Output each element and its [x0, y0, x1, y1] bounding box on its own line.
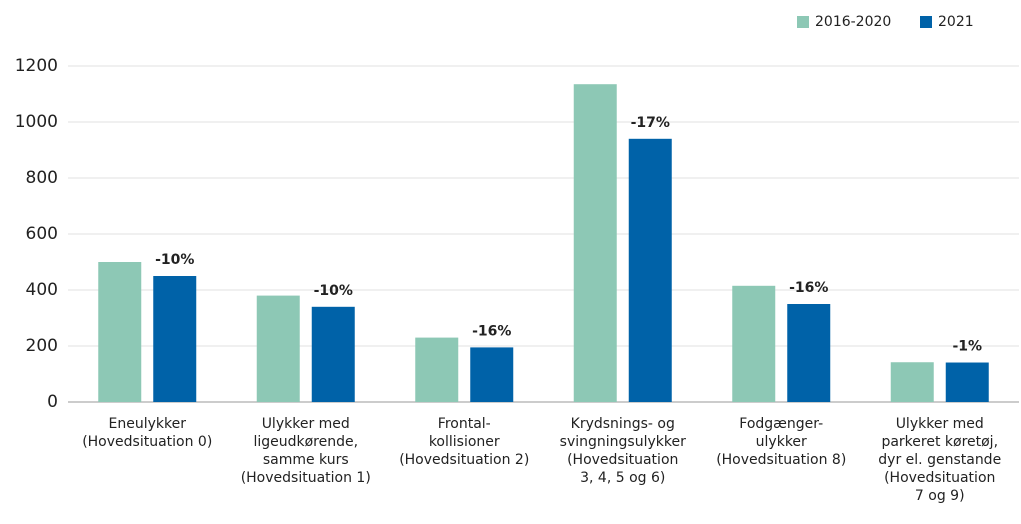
value-label: -10% [314, 283, 353, 299]
bar [890, 362, 934, 402]
x-tick-label: (Hovedsituation 1) [241, 470, 371, 486]
x-tick-label: (Hovedsituation [884, 470, 995, 486]
x-tick-label: (Hovedsituation [567, 452, 678, 468]
legend-label: 2016-2020 [815, 14, 891, 30]
legend-swatch [797, 16, 809, 28]
x-tick-label: (Hovedsituation 2) [399, 452, 529, 468]
y-tick-label: 1200 [15, 56, 58, 76]
bar [628, 138, 672, 403]
legend-swatch [920, 16, 932, 28]
x-tick-label: kollisioner [429, 434, 500, 450]
bar [732, 285, 776, 402]
x-tick-label: ligeudkørende, [253, 434, 358, 450]
x-tick-label: 3, 4, 5 og 6) [580, 470, 665, 486]
x-tick-label: Ulykker med [262, 416, 350, 432]
x-tick-label: parkeret køretøj, [881, 434, 998, 450]
bar [470, 347, 514, 402]
bar [573, 84, 617, 402]
y-tick-label: 0 [47, 392, 58, 412]
x-tick-label: Frontal- [438, 416, 491, 432]
bar [415, 337, 459, 402]
bar [945, 362, 989, 402]
bar [256, 295, 300, 402]
x-tick-label: ulykker [756, 434, 807, 450]
x-tick-label: samme kurs [263, 452, 349, 468]
value-label: -1% [952, 339, 982, 355]
x-tick-label: Eneulykker [109, 416, 187, 432]
value-label: -16% [472, 323, 511, 339]
x-tick-label: (Hovedsituation 8) [716, 452, 846, 468]
value-label: -17% [631, 115, 670, 131]
y-tick-label: 400 [26, 280, 58, 300]
x-tick-label: Ulykker med [896, 416, 984, 432]
x-tick-label: dyr el. genstande [878, 452, 1001, 468]
y-tick-label: 1000 [15, 112, 58, 132]
y-tick-label: 800 [26, 168, 58, 188]
y-tick-label: 600 [26, 224, 58, 244]
bar [787, 304, 831, 402]
y-tick-label: 200 [26, 336, 58, 356]
bar [153, 276, 197, 402]
legend-label: 2021 [938, 14, 974, 30]
value-label: -16% [789, 280, 828, 296]
x-tick-label: 7 og 9) [915, 488, 965, 504]
x-tick-label: svingningsulykker [560, 434, 686, 450]
x-tick-label: (Hovedsituation 0) [82, 434, 212, 450]
value-label: -10% [155, 252, 194, 268]
x-tick-label: Krydsnings- og [571, 416, 675, 432]
bar [98, 262, 142, 402]
x-tick-label: Fodgænger- [739, 416, 823, 432]
bar [311, 306, 355, 402]
